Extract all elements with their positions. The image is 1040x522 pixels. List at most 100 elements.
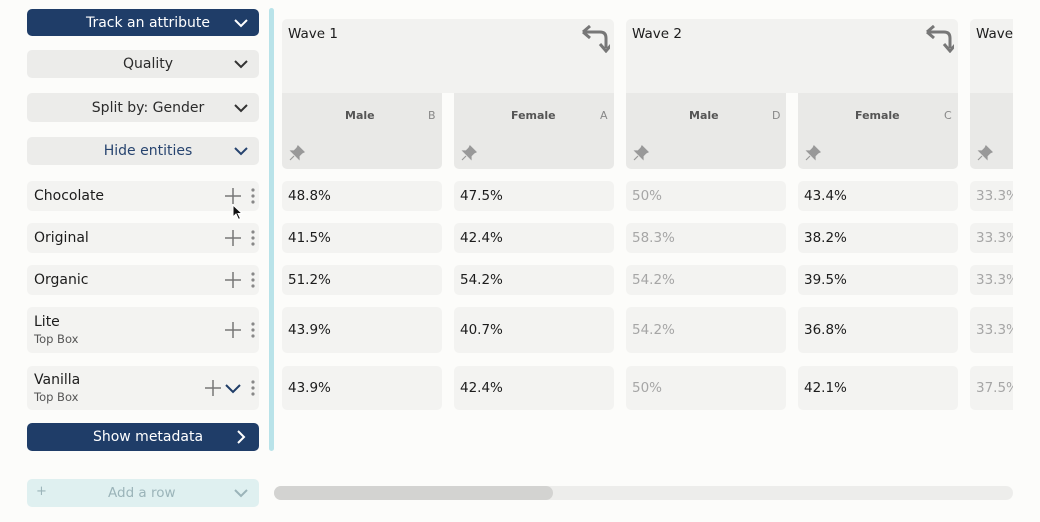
value-cell[interactable]: 43.9% <box>282 307 442 353</box>
column-header-female[interactable]: Female C <box>798 93 958 137</box>
pin-cell[interactable] <box>454 137 614 169</box>
add-row-label: Add a row <box>108 485 176 501</box>
value-text: 50% <box>632 380 663 396</box>
split-by-dropdown[interactable]: Split by: Gender <box>27 93 259 122</box>
value-text: 33.3% <box>976 230 1013 246</box>
pin-icon[interactable] <box>805 145 821 161</box>
value-text: 54.2% <box>632 272 675 288</box>
value-cell[interactable]: 50% <box>626 366 786 410</box>
chevron-down-icon <box>234 18 248 27</box>
value-cell[interactable]: 43.9% <box>282 366 442 410</box>
pin-icon[interactable] <box>461 145 477 161</box>
plus-icon[interactable] <box>224 229 242 247</box>
value-cell[interactable]: 48.8% <box>282 181 442 211</box>
value-text: 42.4% <box>460 230 503 246</box>
value-cell[interactable]: 54.2% <box>626 307 786 353</box>
swap-arrow-icon[interactable] <box>580 25 610 53</box>
pin-cell[interactable] <box>626 137 786 169</box>
row-lite[interactable]: Lite Top Box <box>27 307 259 353</box>
plus-icon[interactable] <box>204 379 222 397</box>
value-cell[interactable]: 42.1% <box>798 366 958 410</box>
plus-icon[interactable] <box>224 271 242 289</box>
pin-icon[interactable] <box>977 145 993 161</box>
value-text: 43.4% <box>804 188 847 204</box>
pin-icon[interactable] <box>289 145 305 161</box>
column-header-male[interactable]: Male B <box>282 93 442 137</box>
hide-entities-dropdown[interactable]: Hide entities <box>27 137 259 165</box>
column-label: Male <box>345 109 375 122</box>
value-cell[interactable]: 33.3% <box>970 265 1013 295</box>
value-text: 48.8% <box>288 188 331 204</box>
value-cell[interactable]: 39.5% <box>798 265 958 295</box>
column-header-male[interactable]: Male D <box>626 93 786 137</box>
value-cell[interactable]: 33.3% <box>970 223 1013 253</box>
plus-icon[interactable] <box>224 187 242 205</box>
pane-divider[interactable] <box>269 8 274 451</box>
value-cell[interactable]: 42.4% <box>454 366 614 410</box>
column-letter: D <box>772 109 781 122</box>
pin-icon[interactable] <box>633 145 649 161</box>
row-chocolate[interactable]: Chocolate <box>27 181 259 211</box>
swap-arrow-icon[interactable] <box>924 25 954 53</box>
more-options-icon[interactable] <box>250 229 256 247</box>
quality-dropdown[interactable]: Quality <box>27 50 259 78</box>
value-text: 38.2% <box>804 230 847 246</box>
value-cell[interactable]: 40.7% <box>454 307 614 353</box>
pin-cell[interactable] <box>970 137 1013 169</box>
value-cell[interactable]: 50% <box>626 181 786 211</box>
track-attribute-label: Track an attribute <box>85 14 211 31</box>
value-cell[interactable]: 37.5% <box>970 366 1013 410</box>
value-cell[interactable]: 41.5% <box>282 223 442 253</box>
chevron-down-icon <box>234 489 248 498</box>
wave-3-header: Wave <box>970 19 1013 93</box>
value-cell[interactable]: 33.3% <box>970 307 1013 353</box>
plus-icon: + <box>36 484 47 499</box>
value-text: 58.3% <box>632 230 675 246</box>
value-cell[interactable]: 47.5% <box>454 181 614 211</box>
more-options-icon[interactable] <box>250 321 256 339</box>
more-options-icon[interactable] <box>250 379 256 397</box>
value-cell[interactable]: 42.4% <box>454 223 614 253</box>
chevron-down-icon[interactable] <box>224 379 242 397</box>
row-name: Vanilla <box>34 372 81 388</box>
value-text: 54.2% <box>460 272 503 288</box>
more-options-icon[interactable] <box>250 187 256 205</box>
column-header-female[interactable]: Female A <box>454 93 614 137</box>
column-header[interactable] <box>970 93 1013 137</box>
pin-cell[interactable] <box>798 137 958 169</box>
show-metadata-button[interactable]: Show metadata <box>27 423 259 451</box>
value-cell[interactable]: 38.2% <box>798 223 958 253</box>
plus-icon[interactable] <box>224 321 242 339</box>
show-metadata-label: Show metadata <box>92 429 204 445</box>
row-organic[interactable]: Organic <box>27 265 259 295</box>
value-cell[interactable]: 33.3% <box>970 181 1013 211</box>
value-cell[interactable]: 58.3% <box>626 223 786 253</box>
add-row-dropdown[interactable]: + Add a row <box>27 479 259 507</box>
value-text: 37.5% <box>976 380 1013 396</box>
pin-cell[interactable] <box>282 137 442 169</box>
value-text: 42.1% <box>804 380 847 396</box>
column-letter: B <box>428 109 436 122</box>
row-original[interactable]: Original <box>27 223 259 253</box>
column-label: Female <box>855 109 900 122</box>
track-attribute-dropdown[interactable]: Track an attribute <box>27 9 259 36</box>
row-subtitle: Top Box <box>34 332 79 346</box>
quality-label: Quality <box>122 56 174 72</box>
wave-title: Wave 1 <box>288 26 338 42</box>
value-text: 42.4% <box>460 380 503 396</box>
value-cell[interactable]: 54.2% <box>454 265 614 295</box>
hide-entities-label: Hide entities <box>103 143 193 159</box>
value-cell[interactable]: 43.4% <box>798 181 958 211</box>
chevron-right-icon <box>237 430 246 444</box>
column-letter: A <box>600 109 608 122</box>
value-cell[interactable]: 54.2% <box>626 265 786 295</box>
mouse-cursor-icon <box>232 204 244 221</box>
value-text: 39.5% <box>804 272 847 288</box>
value-cell[interactable]: 51.2% <box>282 265 442 295</box>
row-vanilla[interactable]: Vanilla Top Box <box>27 366 259 410</box>
more-options-icon[interactable] <box>250 271 256 289</box>
value-cell[interactable]: 36.8% <box>798 307 958 353</box>
split-by-label: Split by: Gender <box>91 99 205 116</box>
scrollbar-thumb[interactable] <box>274 486 553 500</box>
chevron-down-icon <box>234 147 248 156</box>
